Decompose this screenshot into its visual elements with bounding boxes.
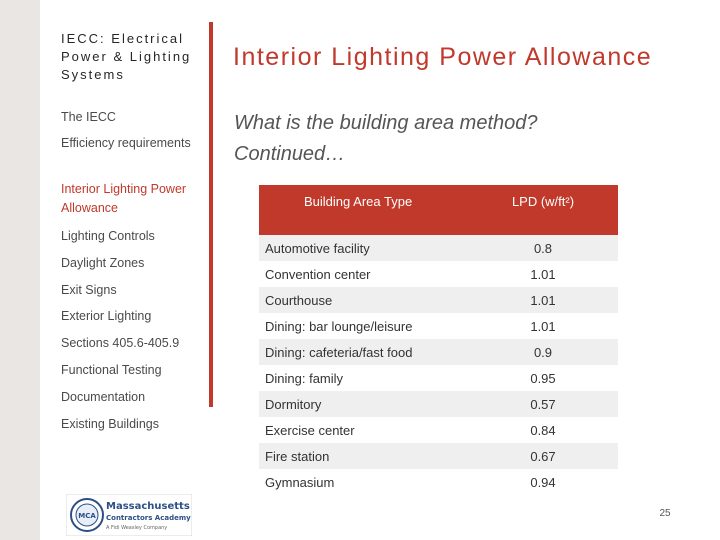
svg-text:A Fidi Weasley Company: A Fidi Weasley Company: [106, 525, 167, 531]
svg-text:Contractors Academy: Contractors Academy: [106, 514, 191, 522]
subtitle-line-2: Continued…: [234, 143, 346, 165]
cell-area-type: Dining: bar lounge/leisure: [265, 318, 413, 334]
sidebar: IECC: Electrical Power & Lighting System…: [40, 0, 210, 540]
cell-area-type: Exercise center: [265, 422, 355, 438]
cell-area-type: Dining: family: [265, 370, 344, 386]
table-row: Automotive facility 0.8: [259, 235, 618, 261]
sidebar-item-exit-signs[interactable]: Exit Signs: [61, 283, 117, 297]
cell-lpd: 0.95: [530, 370, 556, 386]
sidebar-item-functional-testing[interactable]: Functional Testing: [61, 363, 162, 377]
accent-divider-bar: [209, 22, 213, 407]
cell-lpd: 0.94: [530, 474, 556, 490]
table-row: Dormitory 0.57: [259, 391, 618, 417]
sidebar-item-documentation[interactable]: Documentation: [61, 390, 146, 404]
sidebar-item-sections[interactable]: Sections 405.6-405.9: [61, 336, 180, 350]
sidebar-item-interior-lighting-power-allowance[interactable]: Interior Lighting Power Allowance: [61, 182, 187, 215]
cell-area-type: Fire station: [265, 448, 330, 464]
cell-lpd: 0.84: [530, 422, 556, 438]
table-row: Courthouse 1.01: [259, 287, 618, 313]
left-decorative-stripe: [0, 0, 40, 540]
cell-lpd: 0.67: [530, 448, 556, 464]
svg-text:MCA: MCA: [78, 512, 96, 520]
sidebar-item-exterior-lighting[interactable]: Exterior Lighting: [61, 309, 152, 323]
svg-text:Massachusetts: Massachusetts: [106, 501, 190, 512]
sidebar-item-the-iecc[interactable]: The IECC: [61, 110, 116, 124]
cell-lpd: 0.8: [533, 240, 553, 256]
sidebar-item-daylight-zones[interactable]: Daylight Zones: [61, 256, 145, 270]
column-header-building-area-type: Building Area Type: [304, 194, 413, 209]
sidebar-item-efficiency-requirements[interactable]: Efficiency requirements: [61, 136, 191, 150]
cell-area-type: Dining: cafeteria/fast food: [265, 344, 413, 360]
cell-lpd: 1.01: [530, 292, 556, 308]
column-header-lpd: LPD (w/ft²): [511, 194, 575, 209]
sidebar-item-lighting-controls[interactable]: Lighting Controls: [61, 229, 155, 243]
cell-area-type: Convention center: [265, 266, 371, 282]
table-header-row: Building Area Type LPD (w/ft²): [259, 185, 618, 235]
table-row: Exercise center 0.84: [259, 417, 618, 443]
table-row: Convention center 1.01: [259, 261, 618, 287]
sidebar-title: IECC: Electrical Power & Lighting System…: [61, 31, 192, 82]
logo-graphic: MCA Massachusetts Contractors Academy A …: [65, 493, 193, 537]
cell-lpd: 0.57: [530, 396, 556, 412]
sidebar-item-existing-buildings[interactable]: Existing Buildings: [61, 417, 159, 431]
table-row: Fire station 0.67: [259, 443, 618, 469]
cell-area-type: Courthouse: [265, 292, 333, 308]
lpd-table: Building Area Type LPD (w/ft²) Automotiv…: [259, 185, 618, 495]
cell-area-type: Gymnasium: [265, 474, 335, 490]
subtitle-line-1: What is the building area method?: [234, 112, 538, 134]
table-row: Gymnasium 0.94: [259, 469, 618, 495]
cell-lpd: 1.01: [530, 318, 556, 334]
cell-area-type: Dormitory: [265, 396, 322, 412]
contractors-academy-logo: MCA Massachusetts Contractors Academy A …: [65, 493, 193, 537]
page-title: Interior Lighting Power Allowance: [233, 43, 653, 71]
slide-subtitle: What is the building area method? Contin…: [234, 108, 674, 170]
table-row: Dining: bar lounge/leisure 1.01: [259, 313, 618, 339]
table-row: Dining: cafeteria/fast food 0.9: [259, 339, 618, 365]
table-row: Dining: family 0.95: [259, 365, 618, 391]
page-number: 25: [659, 508, 671, 519]
cell-area-type: Automotive facility: [265, 240, 370, 256]
cell-lpd: 1.01: [530, 266, 556, 282]
cell-lpd: 0.9: [533, 344, 553, 360]
